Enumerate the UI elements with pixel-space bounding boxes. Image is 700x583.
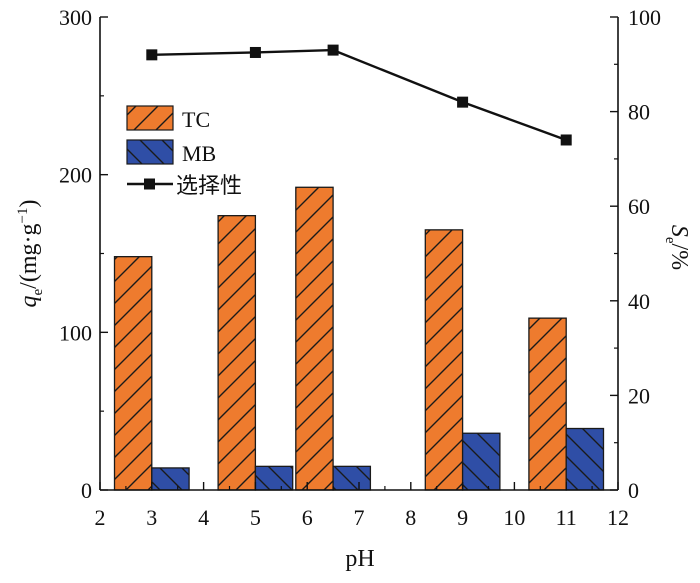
x-axis-label: pH	[345, 546, 374, 572]
y-tick-label-300: 300	[59, 5, 92, 30]
selectivity-point-2	[327, 44, 339, 56]
x-tick-label-5: 5	[250, 505, 261, 530]
line-layer	[146, 44, 572, 146]
x-tick-label-11: 11	[556, 505, 577, 530]
bar-mb-4	[565, 427, 605, 491]
y2-tick-label-40: 40	[628, 289, 650, 314]
selectivity-line	[151, 48, 567, 142]
x-tick-label-3: 3	[146, 505, 157, 530]
selectivity-point-4	[560, 134, 572, 146]
selectivity-point-3	[457, 96, 469, 108]
x-tick-label-6: 6	[302, 505, 313, 530]
bar-tc-1	[217, 215, 257, 491]
y-axis-label: qe/(mg·g−1)	[15, 200, 46, 308]
x-tick-label-9: 9	[457, 505, 468, 530]
bar-tc-4	[528, 317, 567, 491]
legend-marker-selectivity	[144, 178, 155, 190]
bar-mb-3	[461, 432, 501, 491]
y2-tick-label-20: 20	[628, 383, 650, 408]
y-tick-label-200: 200	[59, 163, 92, 188]
x-tick-label-2: 2	[95, 505, 106, 530]
x-tick-label-4: 4	[198, 505, 209, 530]
bar-mb-0	[151, 467, 190, 491]
bar-tc-3	[424, 229, 464, 491]
x-tick-label-12: 12	[607, 505, 629, 530]
bar-tc-2	[295, 186, 334, 491]
legend-label-selectivity: 选择性	[176, 173, 242, 198]
bar-tc-0	[113, 256, 153, 491]
bar-mb-1	[254, 465, 294, 491]
selectivity-point-0	[146, 49, 158, 61]
x-tick-label-8: 8	[405, 505, 416, 530]
bars-layer	[113, 186, 605, 491]
legend-label-mb: MB	[182, 141, 216, 166]
y-tick-label-100: 100	[59, 320, 92, 345]
legend-label-tc: TC	[182, 107, 210, 132]
bar-mb-2	[332, 465, 372, 491]
y2-tick-label-100: 100	[628, 5, 661, 30]
x-tick-label-7: 7	[354, 505, 365, 530]
y2-tick-label-60: 60	[628, 194, 650, 219]
y-tick-label-0: 0	[81, 478, 92, 503]
y2-tick-label-80: 80	[628, 100, 650, 125]
y2-tick-label-0: 0	[628, 478, 639, 503]
x-tick-label-10: 10	[503, 505, 525, 530]
legend: TC MB 选择性	[126, 105, 242, 198]
selectivity-point-1	[249, 46, 261, 58]
y2-axis-label: Se/%	[662, 225, 692, 270]
